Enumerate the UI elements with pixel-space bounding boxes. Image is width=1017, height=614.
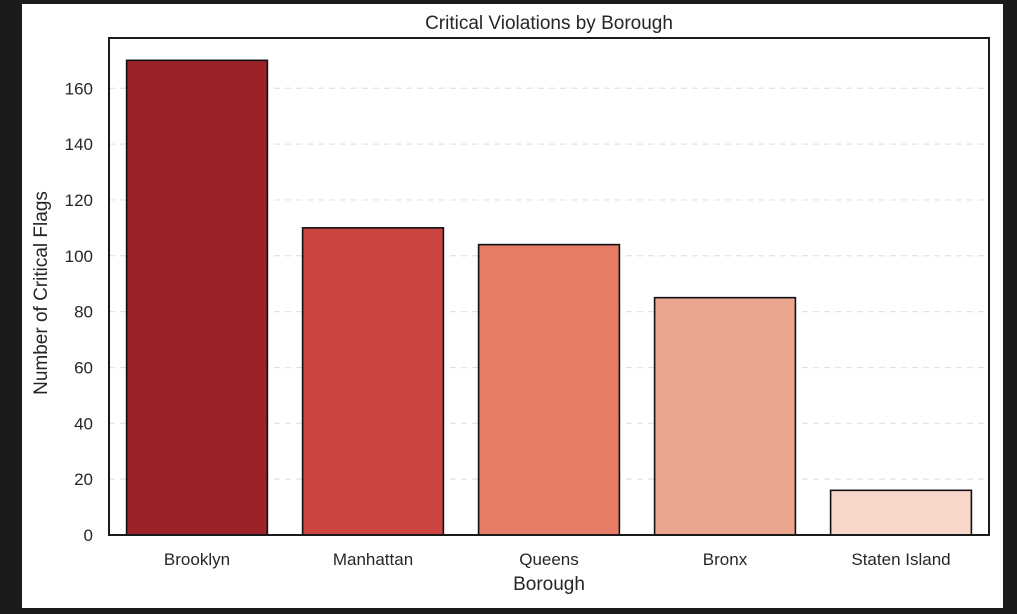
y-tick-label: 100 bbox=[65, 247, 93, 266]
y-tick-label: 0 bbox=[84, 526, 93, 545]
bar-manhattan bbox=[301, 227, 445, 536]
y-tick-label: 80 bbox=[74, 303, 93, 322]
x-tick-label: Queens bbox=[519, 550, 579, 569]
bar-chart: Critical Violations by Borough 0 20 40 60 80… bbox=[31, 13, 990, 595]
y-tick-label: 120 bbox=[65, 191, 93, 210]
x-tick-label: Staten Island bbox=[851, 550, 950, 569]
y-tick-label: 20 bbox=[74, 470, 93, 489]
x-tick-label: Brooklyn bbox=[164, 550, 230, 569]
bar-staten-island bbox=[829, 489, 973, 536]
x-tick-label: Bronx bbox=[703, 550, 748, 569]
x-tick-label: Manhattan bbox=[333, 550, 413, 569]
bar-queens bbox=[477, 243, 621, 536]
y-tick-label: 60 bbox=[74, 358, 93, 377]
chart-title: Critical Violations by Borough bbox=[425, 13, 673, 34]
bar-bronx bbox=[653, 296, 797, 536]
y-axis-label: Number of Critical Flags bbox=[31, 191, 52, 395]
y-axis-ticks: 0 20 40 60 80 100 120 140 160 bbox=[65, 79, 93, 545]
x-axis-ticks: Brooklyn Manhattan Queens Bronx Staten Islan… bbox=[164, 550, 951, 569]
plot-frame bbox=[108, 37, 990, 536]
bar-brooklyn bbox=[125, 59, 269, 536]
chart-figure: Critical Violations by Borough 0 20 40 60 80… bbox=[22, 4, 1003, 608]
y-tick-label: 140 bbox=[65, 135, 93, 154]
y-tick-label: 40 bbox=[74, 414, 93, 433]
y-tick-label: 160 bbox=[65, 79, 93, 98]
x-axis-label: Borough bbox=[513, 574, 585, 595]
bars bbox=[125, 59, 973, 536]
